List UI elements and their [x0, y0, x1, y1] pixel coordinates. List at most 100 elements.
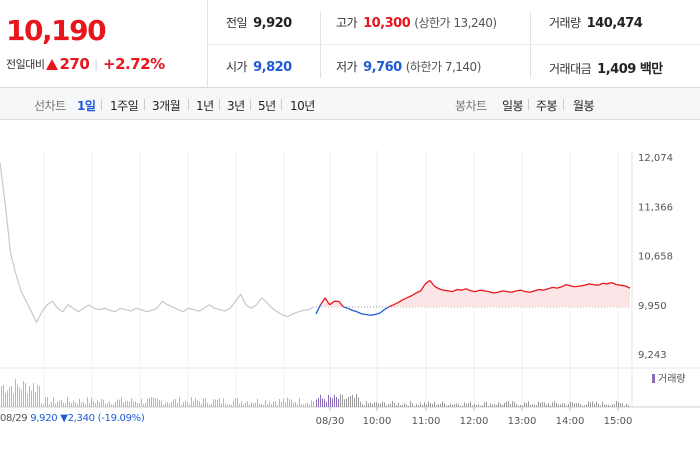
tab-period-1d[interactable]: 1일 — [77, 99, 96, 113]
volume-bar — [79, 398, 80, 407]
volume-bar — [484, 402, 485, 407]
volume-bar — [271, 404, 272, 407]
volume-bar — [111, 404, 112, 407]
volume-bar — [247, 401, 248, 407]
price-segment-up — [556, 286, 562, 289]
price-segment-up — [570, 285, 576, 288]
volume-bar — [205, 397, 206, 407]
volume-bar — [77, 403, 78, 407]
volume-bar — [482, 405, 483, 407]
volume-bar — [199, 401, 200, 407]
tab-period-3m[interactable]: 3개월 — [152, 99, 181, 113]
volume-bar — [398, 402, 399, 407]
price-segment-up — [607, 281, 612, 285]
volume-bar — [610, 405, 611, 407]
volume-legend-label: 거래량 — [658, 373, 686, 385]
stat-volume: 거래량 140,474 — [549, 16, 643, 31]
price-chart[interactable]: 12,074 11,366 10,658 9,950 9,243 08/30 10:00 1… — [0, 120, 700, 450]
prev-day-date: 08/29 — [0, 413, 28, 424]
volume-bar — [297, 404, 298, 407]
volume-bar — [285, 402, 286, 407]
price-segment-up — [329, 300, 335, 306]
price-segment-up — [597, 282, 603, 286]
x-tick-label: 10:00 — [363, 416, 392, 427]
price-segment-up — [588, 283, 594, 286]
volume-bar — [1, 386, 2, 407]
volume-bar — [115, 401, 116, 407]
tab-candle-weekly[interactable]: 주봉 — [536, 99, 558, 113]
line-chart-label: 선차트 — [34, 99, 66, 113]
volume-bar — [380, 403, 381, 407]
volume-bar — [572, 402, 573, 407]
volume-bar — [492, 404, 493, 407]
volume-bar — [410, 401, 411, 407]
volume-bar — [404, 403, 405, 407]
tab-candle-monthly[interactable]: 월봉 — [573, 99, 595, 113]
volume-bar — [137, 402, 138, 407]
volume-bar — [498, 402, 499, 407]
price-segment-up — [484, 290, 490, 293]
volume-bar — [229, 404, 230, 407]
tab-period-1y[interactable]: 1년 — [196, 99, 214, 113]
tab-period-5y[interactable]: 5년 — [258, 99, 276, 113]
volume-bar — [562, 403, 563, 407]
volume-bar — [414, 405, 415, 407]
chart-grid — [0, 150, 700, 411]
volume-bar — [364, 405, 365, 407]
volume-bar — [163, 404, 164, 407]
price-segment-down — [356, 311, 362, 315]
volume-bar — [626, 403, 627, 407]
volume-bar — [219, 398, 220, 407]
volume-bar — [265, 400, 266, 407]
volume-bar — [374, 402, 375, 407]
price-segment-up — [497, 290, 503, 293]
price-segment-up — [470, 290, 476, 293]
volume-bar — [336, 396, 337, 407]
volume-bar — [67, 397, 68, 407]
volume-bar — [145, 402, 146, 407]
tab-period-3y[interactable]: 3년 — [227, 99, 245, 113]
up-triangle-icon — [46, 58, 59, 70]
volume-bar — [488, 405, 489, 407]
volume-bar — [151, 397, 152, 407]
volume-bar — [307, 402, 308, 407]
volume-bar — [480, 405, 481, 407]
volume-bar — [602, 401, 603, 407]
tab-candle-daily[interactable]: 일봉 — [502, 99, 524, 113]
volume-bar — [47, 397, 48, 407]
volume-bar — [109, 401, 110, 407]
volume-bar — [273, 401, 274, 407]
volume-bar — [458, 404, 459, 407]
price-segment-down — [383, 306, 390, 311]
price-segment-up — [529, 290, 535, 293]
volume-bar — [35, 392, 36, 407]
volume-bar — [241, 401, 242, 407]
volume-bar — [506, 401, 507, 407]
volume-bar — [554, 401, 555, 407]
volume-bar — [494, 404, 495, 407]
price-segment-up — [547, 286, 553, 290]
price-segment-down — [365, 313, 371, 316]
volume-bar — [83, 402, 84, 407]
change-label: 전일대비 — [6, 58, 45, 71]
volume-bar — [269, 401, 270, 407]
volume-bar — [516, 403, 517, 407]
price-segment-up — [456, 288, 462, 291]
volume-bar — [99, 401, 100, 407]
volume-bar — [500, 403, 501, 407]
volume-bar — [362, 403, 363, 407]
price-segment-up — [616, 283, 621, 286]
volume-bar — [350, 395, 351, 407]
volume-bar — [614, 404, 615, 407]
volume-bar — [512, 401, 513, 407]
volume-bar — [526, 403, 527, 407]
price-segment-up — [593, 283, 599, 286]
price-segment-up — [507, 290, 512, 293]
tab-period-1w[interactable]: 1주일 — [110, 99, 139, 113]
volume-bar — [127, 401, 128, 407]
volume-bar — [245, 402, 246, 407]
tab-period-10y[interactable]: 10년 — [290, 99, 315, 113]
volume-bar — [576, 403, 577, 407]
volume-bar — [338, 398, 339, 407]
volume-bar — [446, 405, 447, 407]
